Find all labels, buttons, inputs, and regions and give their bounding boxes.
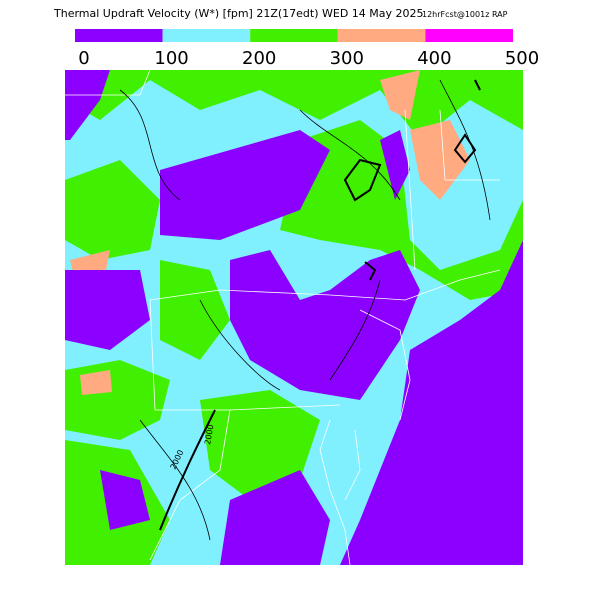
region <box>380 70 420 120</box>
region <box>160 130 330 240</box>
contour-label: 2000 <box>203 424 215 446</box>
region <box>220 470 330 565</box>
colorbar-segment <box>75 29 163 42</box>
colorbar-label: 200 <box>242 48 276 69</box>
state-line <box>65 70 501 561</box>
region <box>100 470 150 530</box>
map: 2000 2000 <box>65 70 523 565</box>
region <box>65 160 160 260</box>
colorbar-label: 300 <box>330 48 364 69</box>
ocean <box>340 240 523 565</box>
colorbar-segment <box>337 29 426 42</box>
colorbar-label: 400 <box>417 48 451 69</box>
colorbar-segment <box>162 29 251 42</box>
region <box>230 250 420 400</box>
subtitle: 12hrFcst@1001z RAP <box>422 10 508 19</box>
region <box>380 130 410 200</box>
colorbar-segment <box>250 29 338 42</box>
coast-line <box>319 419 361 565</box>
region <box>80 370 112 395</box>
colorbar-label: 500 <box>505 48 539 69</box>
title: Thermal Updraft Velocity (W*) [fpm] 21Z(… <box>53 7 424 20</box>
contour-bold <box>159 79 481 531</box>
region <box>65 70 110 140</box>
region <box>65 270 150 350</box>
colorbar-label: 0 <box>78 48 89 69</box>
region <box>200 390 320 500</box>
colorbar-label: 100 <box>154 48 188 69</box>
region <box>280 120 523 300</box>
colorbar-segment <box>425 29 513 42</box>
region <box>160 260 230 360</box>
colorbar: 0 100 200 300 400 500 <box>75 29 539 69</box>
